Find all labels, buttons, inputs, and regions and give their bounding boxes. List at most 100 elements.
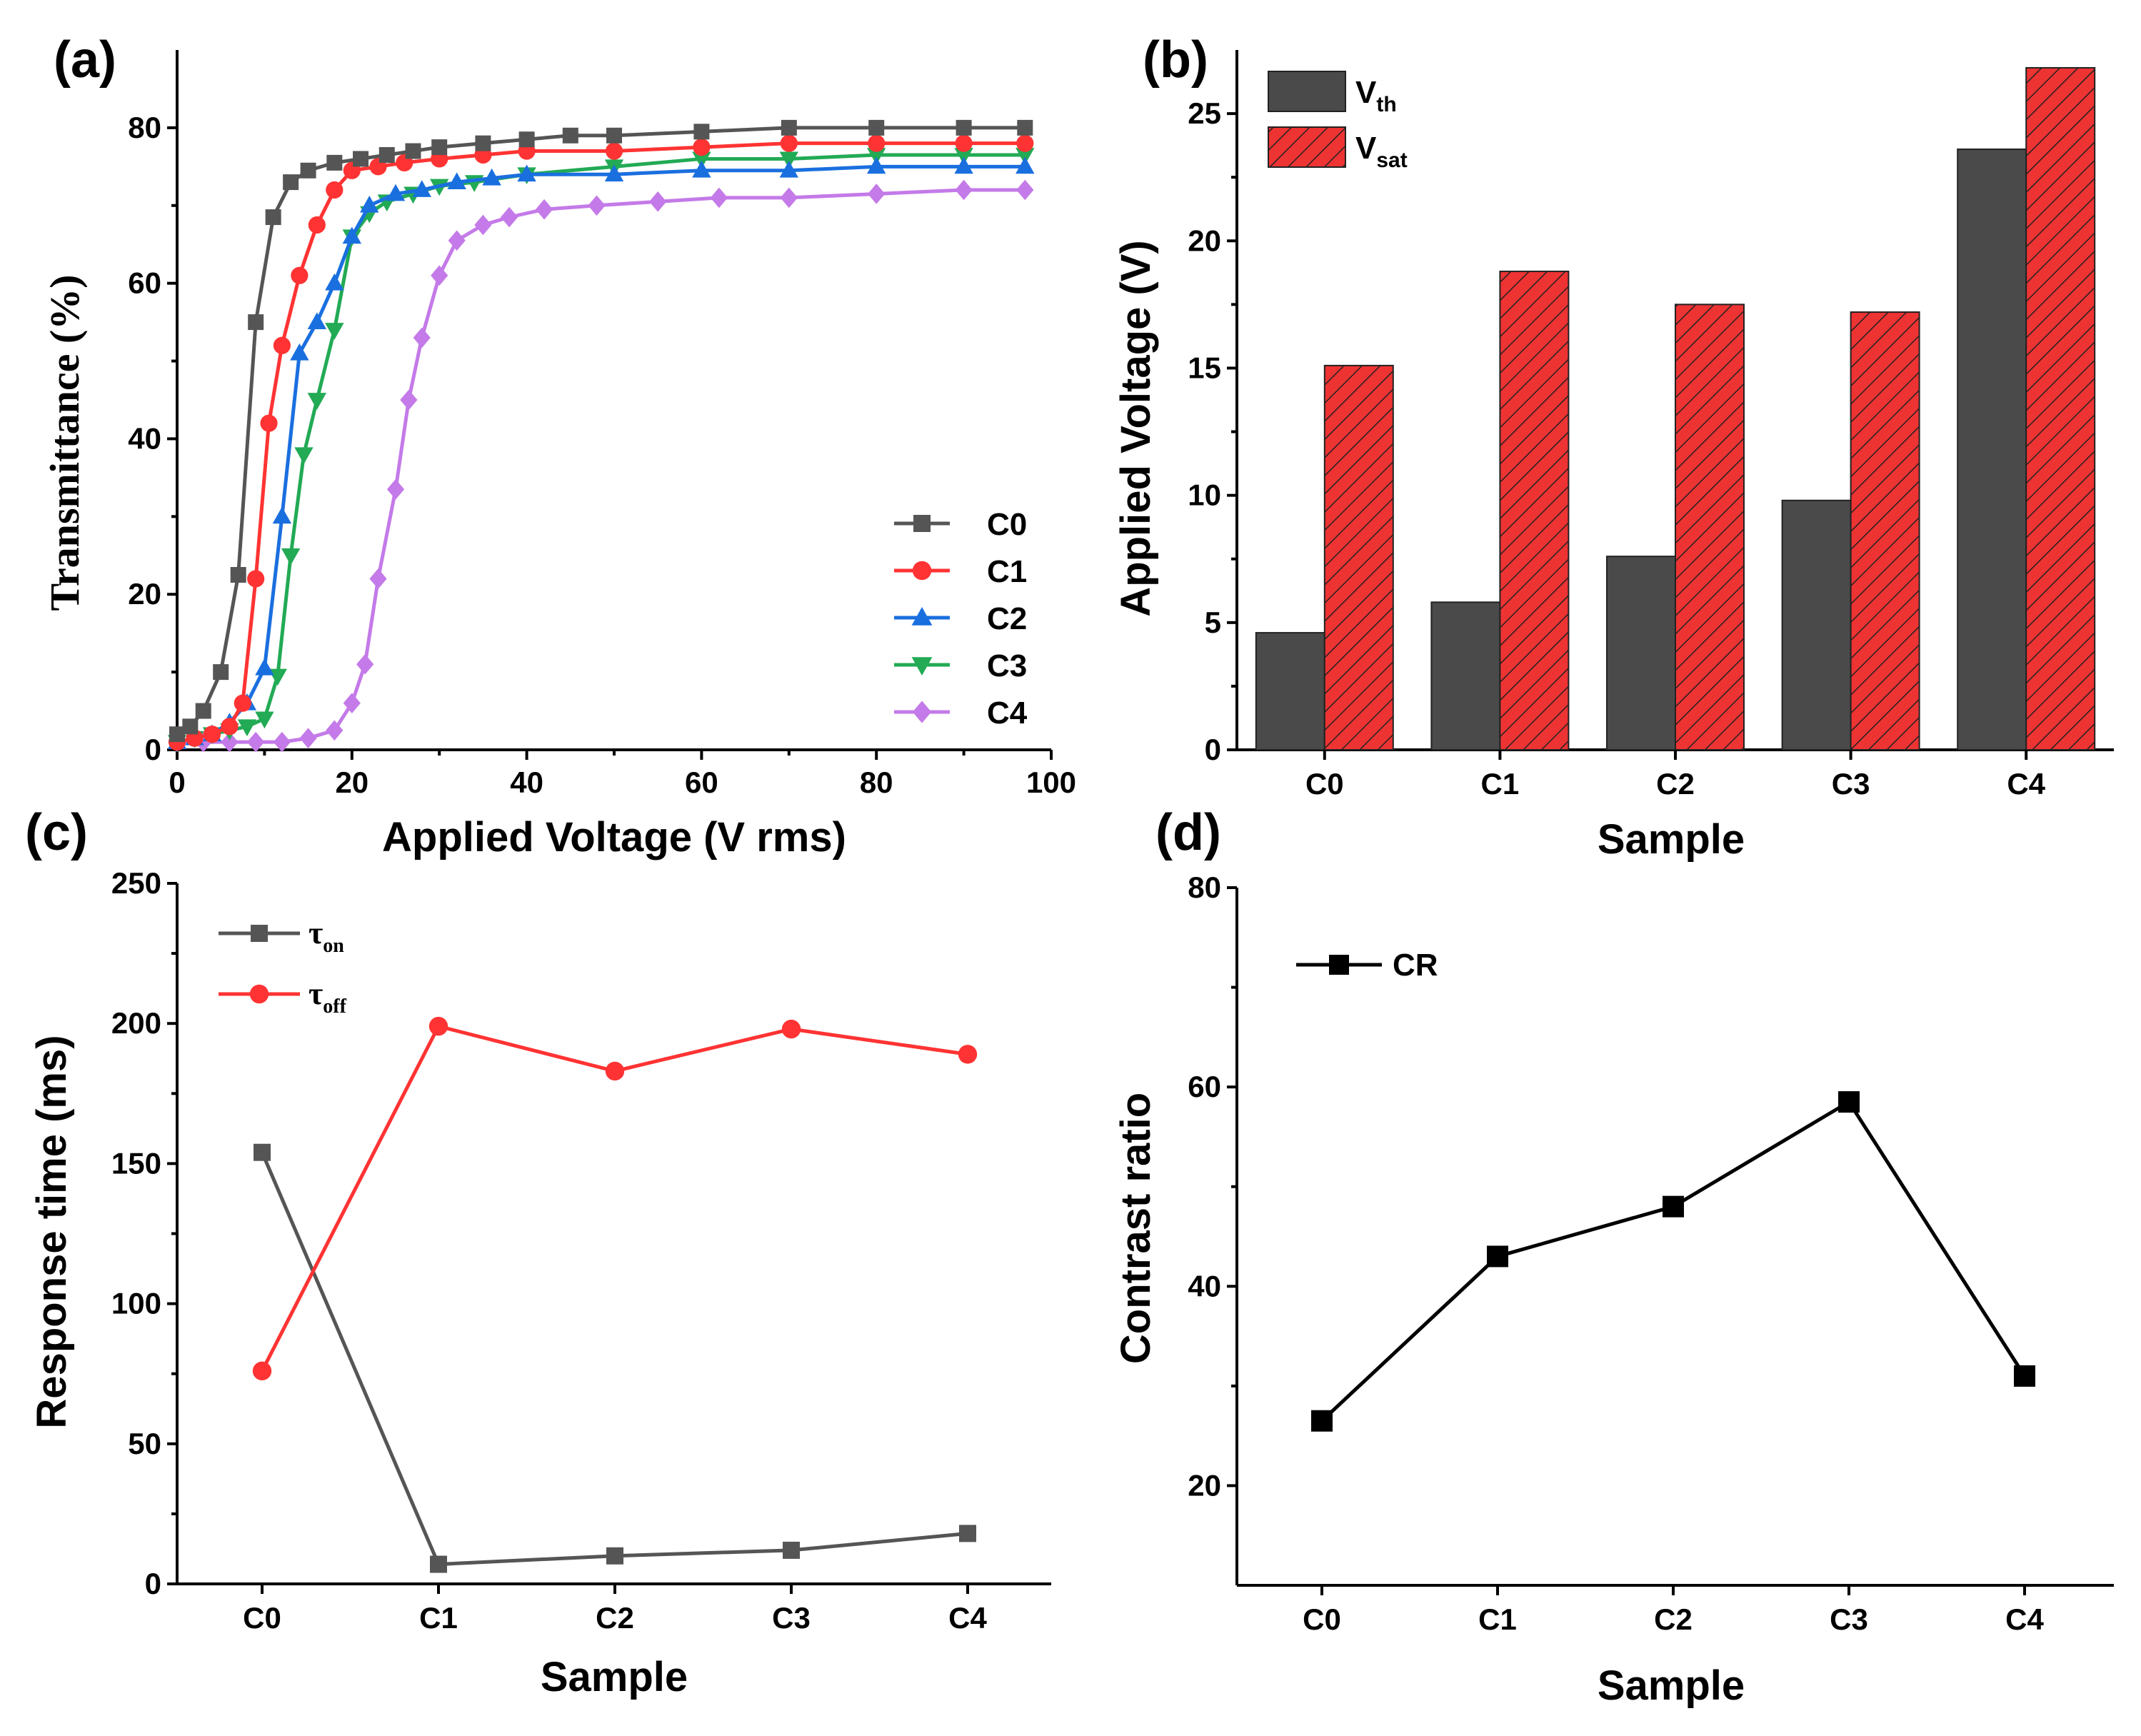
x-tick-label-b: C4 <box>2007 767 2045 801</box>
point-c2 <box>779 161 798 178</box>
y-tick-label-c: 150 <box>111 1146 161 1180</box>
point-tau-off-c3 <box>781 1019 801 1039</box>
x-tick-label-a: 0 <box>169 766 185 799</box>
legend-label-vsat: Vsat <box>1355 131 1408 172</box>
y-tick-label-b: 5 <box>1205 606 1221 639</box>
x-tick-label-b: C3 <box>1832 767 1870 801</box>
legend-label-c2: C2 <box>987 601 1027 636</box>
point-c0 <box>562 127 578 144</box>
point-c2 <box>360 196 379 213</box>
point-c0 <box>213 664 229 681</box>
x-tick-label-c: C2 <box>596 1601 634 1635</box>
point-c1 <box>1016 134 1034 152</box>
point-c3 <box>325 323 344 340</box>
point-c3 <box>255 711 274 729</box>
point-c0 <box>781 119 797 136</box>
point-c4 <box>299 728 317 748</box>
x-tick-label-d: C2 <box>1654 1602 1693 1636</box>
point-c0 <box>693 124 710 140</box>
point-tau-on-c4 <box>959 1525 976 1542</box>
x-axis-title-a: Applied Voltage (V rms) <box>382 814 846 861</box>
panel-label-d: (d) <box>1155 804 1221 861</box>
point-c4 <box>710 187 728 209</box>
point-c4 <box>413 327 431 348</box>
y-tick-label-b: 20 <box>1188 224 1221 257</box>
point-c2 <box>342 226 361 244</box>
point-c2 <box>255 658 274 676</box>
bar-vsat-c2 <box>1675 303 1745 751</box>
legend-marker-c2 <box>911 607 933 626</box>
point-c3 <box>692 151 711 169</box>
point-c1 <box>868 134 886 152</box>
y-axis-title-d: Contrast ratio <box>1113 1093 1159 1364</box>
point-c4 <box>369 568 387 589</box>
y-tick-label-c: 50 <box>128 1427 161 1460</box>
point-cr-c2 <box>1663 1195 1684 1218</box>
point-c0 <box>956 119 972 136</box>
y-tick-label-c: 100 <box>111 1287 161 1320</box>
y-tick-label-c: 250 <box>111 866 161 900</box>
point-c0 <box>265 209 281 226</box>
point-c4 <box>868 184 886 204</box>
point-c1 <box>693 139 711 156</box>
point-c2 <box>290 343 309 361</box>
point-c2 <box>272 506 292 524</box>
point-c4 <box>955 179 973 201</box>
x-tick-label-a: 40 <box>510 766 543 799</box>
legend-marker-tau-off <box>249 984 269 1004</box>
point-c2 <box>482 168 501 186</box>
point-c0 <box>868 119 885 136</box>
point-c3 <box>307 393 327 410</box>
point-cr-c1 <box>1487 1245 1508 1268</box>
legend-label-c1: C1 <box>987 554 1027 589</box>
point-c0 <box>182 718 199 735</box>
legend-label-cr: CR <box>1393 948 1438 983</box>
point-c0 <box>1017 119 1033 136</box>
y-tick-label-d: 80 <box>1188 870 1221 904</box>
point-tau-off-c2 <box>605 1061 625 1081</box>
x-tick-label-c: C3 <box>772 1601 811 1635</box>
plot-area-c: 0 50 100 150 200 250 C0 C1 C2 C3 C4 τon τoff <box>111 866 1051 1635</box>
point-c0 <box>195 703 211 719</box>
point-c4 <box>400 389 418 411</box>
series-line-tau-on <box>260 1151 968 1567</box>
y-tick-label-c: 0 <box>145 1567 161 1600</box>
series-line-cr <box>1320 1099 2027 1423</box>
x-tick-label-c: C0 <box>243 1601 281 1635</box>
panel-label-a: (a) <box>54 31 116 89</box>
point-tau-on-c1 <box>430 1555 447 1573</box>
point-tau-on-c0 <box>254 1143 271 1161</box>
y-axis-title-c: Response time (ms) <box>29 1035 75 1428</box>
point-c3 <box>281 548 301 566</box>
plot-area-a: 0 20 40 60 80 0 20 40 60 80 100 C0 C1 C2 C3 C4 <box>128 50 1076 799</box>
point-c0 <box>283 174 299 191</box>
point-c1 <box>260 414 278 432</box>
series-line-c0 <box>176 126 1026 736</box>
x-axis-title-d: Sample <box>1598 1662 1745 1709</box>
point-c1 <box>273 336 291 354</box>
legend-marker-c0 <box>913 515 931 532</box>
legend-swatch-vth <box>1268 71 1346 112</box>
point-c1 <box>326 181 344 199</box>
x-tick-label-a: 60 <box>685 766 718 799</box>
point-c4 <box>780 187 798 209</box>
point-c4 <box>273 731 291 753</box>
point-c0 <box>431 139 448 156</box>
point-c1 <box>221 718 239 736</box>
x-tick-label-b: C0 <box>1305 767 1344 801</box>
point-c2 <box>447 172 466 190</box>
legend-label-c4: C4 <box>987 696 1028 731</box>
bar-vsat-c4 <box>2025 66 2096 751</box>
y-tick-label-a: 60 <box>128 266 161 300</box>
point-c0 <box>353 151 369 167</box>
legend-marker-c1 <box>912 561 932 581</box>
bar-vsat-c1 <box>1499 271 1570 751</box>
point-c3 <box>237 719 257 737</box>
point-c0 <box>169 726 185 743</box>
point-tau-off-c4 <box>958 1045 978 1064</box>
legend-marker-cr <box>1329 955 1349 975</box>
point-c1 <box>234 694 251 712</box>
point-c3 <box>268 668 287 686</box>
legend-label-c3: C3 <box>987 648 1027 683</box>
